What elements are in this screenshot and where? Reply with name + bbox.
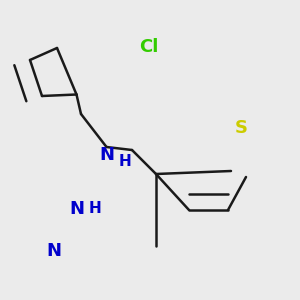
Text: N: N [99,146,114,164]
Text: N: N [46,242,62,260]
Text: H: H [118,154,131,169]
Text: H: H [88,201,101,216]
Text: S: S [235,119,248,137]
Text: N: N [69,200,84,217]
Text: Cl: Cl [139,38,158,56]
